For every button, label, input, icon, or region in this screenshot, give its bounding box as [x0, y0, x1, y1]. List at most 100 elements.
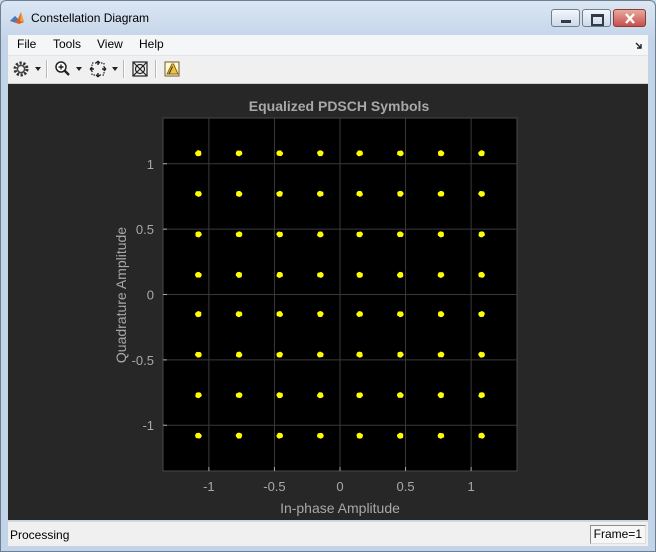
symbol-sample	[358, 150, 363, 155]
constellation-plot[interactable]: Equalized PDSCH Symbols -1 -0.5 0 0.5 1 -1 -0.…	[8, 84, 648, 520]
symbol-sample	[195, 272, 199, 277]
scale-axes-button[interactable]	[88, 60, 108, 78]
symbol-sample	[438, 392, 443, 397]
grid	[163, 118, 517, 471]
symbol-sample	[397, 393, 401, 397]
constellation-point	[317, 190, 324, 197]
constellation-point	[437, 150, 445, 157]
constellation-point	[317, 311, 324, 318]
symbol-sample	[358, 434, 363, 439]
constellation-point	[276, 271, 283, 278]
constellation-point	[356, 271, 363, 278]
constellation-point	[478, 231, 485, 238]
constellation-point	[195, 351, 202, 358]
symbol-sample	[278, 271, 283, 276]
constellation-point	[235, 231, 243, 238]
y-tick-label: 0	[147, 288, 154, 303]
symbol-sample	[398, 434, 403, 439]
constellation-point	[317, 271, 324, 278]
x-tick-label: 0	[336, 479, 343, 494]
menu-tools[interactable]: Tools	[53, 37, 82, 51]
constellation-point	[397, 392, 404, 398]
toolbar-divider	[155, 60, 157, 78]
edit-plot-button[interactable]	[162, 60, 182, 78]
scale-axes-icon	[89, 60, 107, 78]
constellation-point	[437, 392, 444, 399]
zoom-dropdown-icon[interactable]	[76, 67, 82, 71]
symbol-sample	[196, 313, 201, 318]
toolbar	[8, 56, 648, 84]
constellation-point	[195, 231, 202, 238]
constellation-point	[437, 190, 445, 197]
constellation-point	[356, 231, 363, 238]
symbol-points	[195, 150, 485, 439]
menu-help[interactable]: Help	[139, 37, 164, 51]
constellation-point	[195, 432, 202, 439]
symbol-sample	[319, 433, 324, 438]
close-icon	[625, 13, 635, 24]
symbol-sample	[398, 190, 403, 195]
constellation-point	[397, 271, 404, 278]
toolbar-divider	[123, 60, 125, 78]
title-bar[interactable]: Constellation Diagram	[1, 1, 655, 35]
measurements-button[interactable]	[130, 60, 150, 78]
plot-area[interactable]: Equalized PDSCH Symbols -1 -0.5 0 0.5 1 -1 -0.…	[8, 84, 648, 520]
measurements-icon	[132, 61, 148, 77]
symbol-sample	[237, 353, 242, 358]
constellation-point	[478, 351, 485, 358]
constellation-point	[356, 392, 363, 399]
symbol-sample	[440, 191, 444, 196]
symbol-sample	[317, 192, 321, 197]
constellation-point	[356, 311, 363, 317]
maximize-button[interactable]	[582, 9, 611, 27]
symbol-sample	[276, 311, 281, 316]
constellation-point	[437, 311, 445, 318]
zoom-in-button[interactable]	[53, 60, 73, 78]
constellation-point	[356, 190, 363, 197]
constellation-point	[235, 392, 243, 399]
constellation-point	[235, 311, 243, 318]
constellation-point	[478, 311, 485, 318]
symbol-sample	[397, 232, 401, 237]
symbol-sample	[439, 313, 444, 317]
symbol-sample	[358, 273, 363, 278]
constellation-point	[276, 432, 283, 439]
constellation-point	[235, 150, 243, 157]
symbol-sample	[440, 352, 445, 356]
toolbar-divider	[46, 60, 48, 78]
menu-bar: File Tools View Help	[8, 35, 648, 56]
settings-dropdown-icon[interactable]	[35, 67, 41, 71]
constellation-point	[195, 271, 202, 278]
scale-dropdown-icon[interactable]	[112, 67, 118, 71]
symbol-sample	[236, 152, 240, 156]
close-button[interactable]	[613, 9, 646, 27]
constellation-point	[397, 351, 404, 358]
constellation-point	[478, 432, 485, 439]
constellation-point	[276, 351, 283, 358]
y-tick-label: 1	[147, 157, 154, 172]
symbol-sample	[356, 394, 361, 398]
y-tick-label: 0.5	[136, 222, 154, 237]
constellation-point	[397, 311, 404, 318]
constellation-point	[478, 150, 485, 157]
constellation-point	[397, 190, 404, 197]
symbol-sample	[478, 433, 483, 438]
constellation-point	[317, 351, 324, 358]
y-axis-label: Quadrature Amplitude	[113, 227, 129, 363]
window-title: Constellation Diagram	[31, 11, 150, 25]
constellation-point	[317, 150, 324, 157]
constellation-point	[356, 432, 363, 439]
menu-view[interactable]: View	[97, 37, 123, 51]
constellation-point	[437, 231, 444, 238]
symbol-sample	[196, 231, 201, 236]
constellation-point	[195, 311, 202, 318]
settings-button[interactable]	[11, 60, 31, 78]
menu-file[interactable]: File	[17, 37, 37, 51]
constellation-point	[317, 392, 324, 399]
dock-arrow-icon[interactable]	[635, 39, 643, 53]
symbol-sample	[479, 313, 484, 318]
x-axis-label: In-phase Amplitude	[280, 500, 400, 516]
symbol-sample	[319, 272, 324, 277]
tick-labels: -1 -0.5 0 0.5 1 -1 -0.5 0 0.5 1	[132, 157, 475, 494]
minimize-button[interactable]	[551, 9, 580, 27]
